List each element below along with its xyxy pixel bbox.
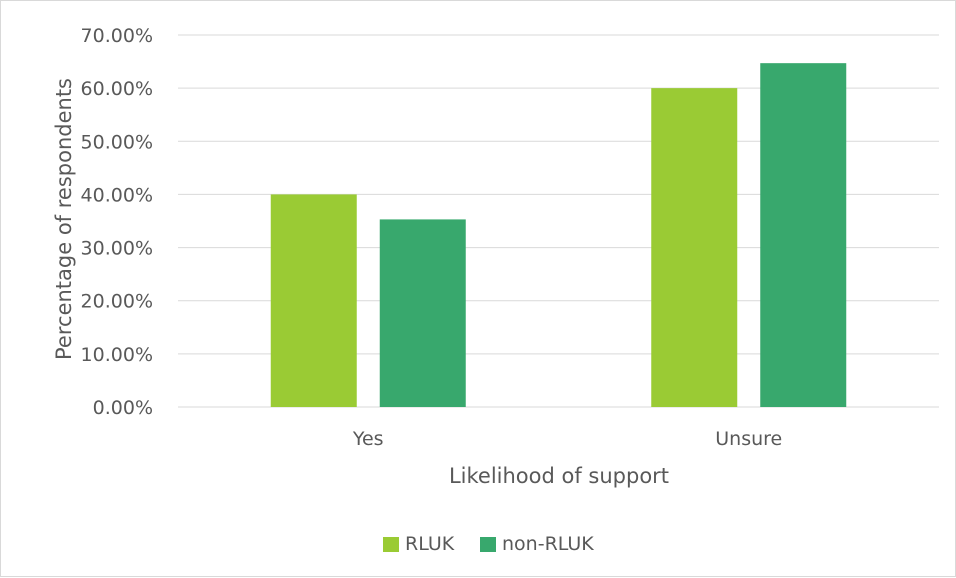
y-axis-ticks: 0.00% 10.00% 20.00% 30.00% 40.00% 50.00% 60.00… (81, 25, 153, 419)
bar-rluk-yes (270, 194, 357, 407)
legend: RLUK non-RLUK (383, 533, 594, 555)
y-tick-label: 20.00% (81, 291, 153, 313)
legend-label-rluk: RLUK (405, 533, 455, 555)
bar-rluk-unsure (651, 88, 738, 408)
x-tick-label: Unsure (715, 428, 782, 450)
legend-swatch-rluk (383, 537, 399, 552)
y-tick-label: 40.00% (81, 184, 153, 206)
y-tick-label: 0.00% (93, 397, 153, 419)
y-tick-label: 50.00% (81, 131, 153, 153)
x-axis-title: Likelihood of support (449, 464, 669, 488)
y-axis-title: Percentage of respondents (52, 78, 76, 360)
legend-swatch-non-rluk (480, 537, 496, 552)
bars (270, 63, 847, 408)
bar-non-rluk-yes (379, 219, 466, 407)
y-tick-label: 30.00% (81, 238, 153, 260)
bar-non-rluk-unsure (760, 63, 847, 408)
y-tick-label: 60.00% (81, 78, 153, 100)
y-tick-label: 10.00% (81, 344, 153, 366)
x-axis-ticks: Yes Unsure (352, 428, 782, 450)
y-tick-label: 70.00% (81, 25, 153, 47)
x-tick-label: Yes (352, 428, 384, 450)
legend-label-non-rluk: non-RLUK (502, 533, 594, 555)
